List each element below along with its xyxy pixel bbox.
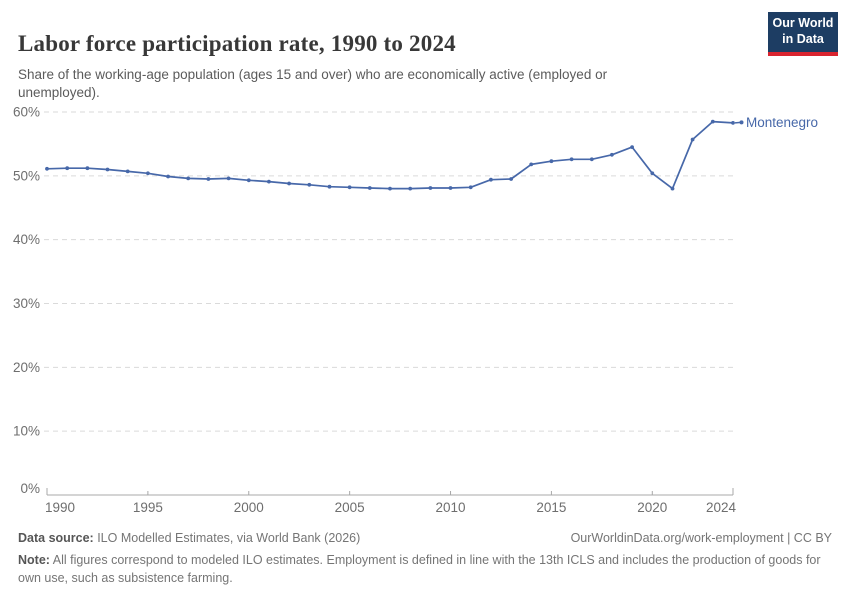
data-point — [448, 186, 453, 190]
data-point — [509, 177, 513, 181]
y-axis-tick-label: 20% — [13, 360, 40, 375]
data-point — [468, 185, 473, 190]
x-axis-tick-label: 2015 — [536, 500, 566, 515]
data-point — [186, 176, 191, 181]
data-point — [489, 177, 493, 182]
data-point — [226, 176, 231, 181]
data-point — [45, 166, 49, 171]
data-point — [85, 166, 90, 171]
label-connector-dot — [739, 120, 744, 125]
data-point — [428, 186, 433, 190]
x-axis-tick-label: 2005 — [335, 500, 365, 515]
x-axis-tick-label: 1995 — [133, 500, 163, 515]
data-point — [307, 182, 312, 187]
note-text: All figures correspond to modeled ILO es… — [18, 553, 821, 585]
owid-logo-text-line1: Our World — [772, 16, 834, 31]
data-point — [65, 166, 70, 171]
y-axis-tick-label: 60% — [13, 105, 40, 120]
y-axis-tick-label: 50% — [13, 168, 40, 183]
data-point — [670, 186, 675, 191]
data-point — [146, 171, 150, 176]
data-point — [267, 179, 271, 184]
series-line — [46, 120, 734, 190]
data-source-label: Data source: — [18, 531, 94, 545]
data-point — [287, 181, 291, 186]
x-axis-tick-label: 1990 — [45, 500, 75, 515]
x-axis-tick-label: 2000 — [234, 500, 264, 515]
data-point — [690, 137, 695, 142]
data-point — [347, 185, 352, 190]
data-point — [105, 167, 110, 172]
data-point — [731, 121, 735, 125]
data-point — [388, 186, 392, 191]
footer-source-row: Data source: ILO Modelled Estimates, via… — [18, 531, 832, 545]
data-point — [610, 152, 614, 157]
data-point — [710, 119, 715, 124]
x-axis-tick-label: 2024 — [706, 500, 737, 515]
data-point — [569, 157, 574, 162]
data-point — [246, 178, 251, 183]
credit-link[interactable]: OurWorldinData.org/work-employment | CC … — [570, 531, 832, 545]
y-axis-tick-label: 0% — [20, 481, 40, 496]
data-source-text: Data source: ILO Modelled Estimates, via… — [18, 531, 360, 545]
data-point — [166, 174, 171, 179]
data-point — [549, 159, 554, 164]
chart-subtitle: Share of the working-age population (age… — [18, 66, 608, 101]
y-axis-tick-label: 10% — [13, 424, 40, 439]
y-axis-tick-label: 30% — [13, 296, 40, 311]
owid-logo-text-line2: in Data — [782, 32, 824, 46]
data-point — [367, 186, 372, 190]
owid-logo: Our World in Data — [768, 12, 838, 56]
data-point — [125, 169, 130, 174]
data-point — [408, 186, 413, 191]
data-point — [650, 171, 655, 176]
footer-note: Note: All figures correspond to modeled … — [18, 552, 836, 588]
chart-title: Labor force participation rate, 1990 to … — [18, 31, 456, 57]
data-source-value: ILO Modelled Estimates, via World Bank (… — [93, 531, 361, 545]
data-point — [529, 162, 534, 167]
series-end-label: Montenegro — [746, 115, 818, 130]
data-point — [589, 157, 594, 162]
data-point — [206, 177, 211, 181]
y-axis-tick-label: 40% — [13, 232, 40, 247]
data-point — [630, 145, 634, 150]
note-label: Note: — [18, 553, 50, 567]
x-axis-tick-label: 2010 — [436, 500, 466, 515]
data-point — [327, 184, 332, 189]
x-axis-tick-label: 2020 — [637, 500, 667, 515]
